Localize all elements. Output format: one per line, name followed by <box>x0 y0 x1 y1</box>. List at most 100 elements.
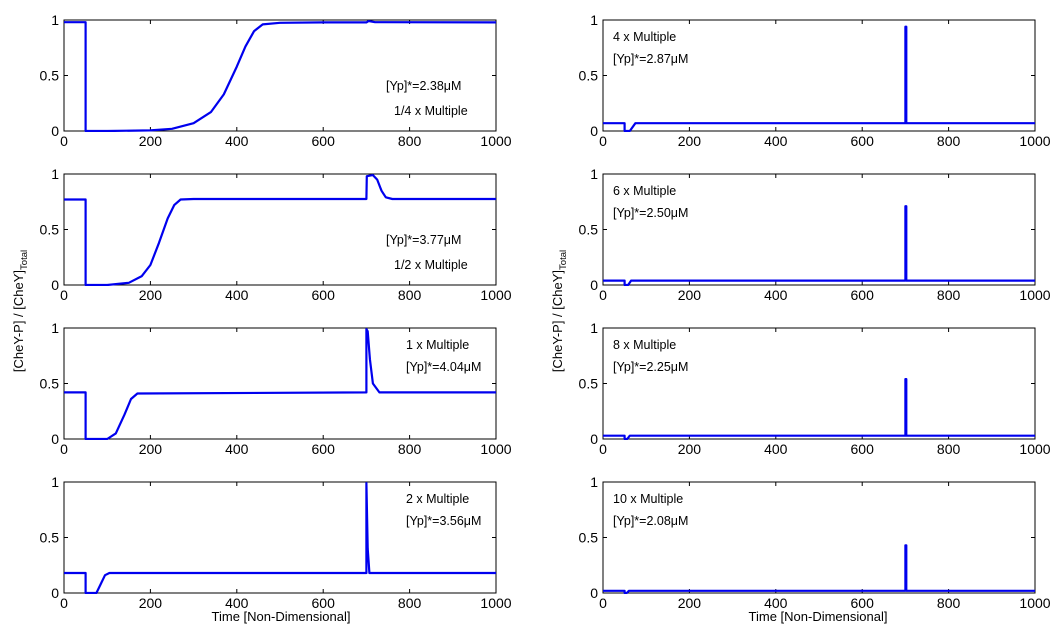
x-tick-label: 400 <box>225 287 249 303</box>
x-tick-label: 1000 <box>480 441 511 457</box>
series-line <box>603 25 1035 132</box>
plot-frame <box>602 481 1036 594</box>
x-tick-label: 200 <box>139 133 163 149</box>
series-line <box>603 378 1035 440</box>
yp-annotation: [Yp]*=2.08μM <box>613 514 688 528</box>
x-tick-label: 600 <box>312 287 336 303</box>
x-tick-label: 600 <box>312 133 336 149</box>
subplot-1: 0 200 400 600 800 1000 0 0.5 1 [Yp]*=2.38μM 1/4 x … <box>40 12 512 149</box>
x-tick-label: 800 <box>937 441 961 457</box>
series-line <box>64 174 496 286</box>
x-tick-label: 400 <box>764 287 788 303</box>
y-tick-label: 0 <box>51 123 59 139</box>
x-tick-label: 200 <box>139 441 163 457</box>
x-tick-label: 0 <box>599 133 607 149</box>
x-tick-label: 400 <box>764 441 788 457</box>
y-tick-label: 0 <box>51 585 59 601</box>
x-tick-label: 800 <box>937 595 961 611</box>
yp-annotation: [Yp]*=2.87μM <box>613 52 688 66</box>
subplot-4: 0 200 400 600 800 1000 0 0.5 1 6 x Multiple [Yp]*=… <box>579 166 1050 303</box>
yp-annotation: [Yp]*=4.04μM <box>406 360 481 374</box>
x-tick-label: 600 <box>312 595 336 611</box>
x-tick-label: 800 <box>937 287 961 303</box>
y-tick-label: 0.5 <box>40 376 60 392</box>
x-tick-label: 400 <box>225 133 249 149</box>
x-tick-label: 0 <box>599 595 607 611</box>
subplot-5: 0 200 400 600 800 1000 0 0.5 1 1 x Multiple [Yp]*=… <box>40 320 512 457</box>
x-tick-label: 1000 <box>480 287 511 303</box>
yp-annotation: [Yp]*=2.50μM <box>613 206 688 220</box>
x-tick-label: 400 <box>764 595 788 611</box>
x-tick-label: 600 <box>851 133 875 149</box>
x-tick-label: 800 <box>398 441 422 457</box>
multiple-annotation: 1 x Multiple <box>406 338 469 352</box>
multiple-annotation: 4 x Multiple <box>613 30 676 44</box>
x-tick-label: 1000 <box>1019 441 1050 457</box>
y-tick-label: 0.5 <box>579 530 599 546</box>
x-tick-label: 1000 <box>480 133 511 149</box>
multiple-annotation: 8 x Multiple <box>613 338 676 352</box>
y-tick-label: 1 <box>51 320 59 336</box>
x-tick-label: 200 <box>678 595 702 611</box>
x-tick-label: 0 <box>599 287 607 303</box>
y-tick-label: 0 <box>590 431 598 447</box>
plot-frame <box>602 327 1036 440</box>
subplot-8: 0 200 400 600 800 1000 0 0.5 1 10 x Multiple [Yp]*… <box>579 474 1050 611</box>
x-tick-label: 0 <box>60 441 68 457</box>
x-tick-label: 1000 <box>1019 595 1050 611</box>
subplot-7: 0 200 400 600 800 1000 0 0.5 1 2 x Multiple [Yp]*=… <box>40 474 512 611</box>
x-tick-label: 0 <box>60 287 68 303</box>
x-tick-label: 800 <box>937 133 961 149</box>
x-tick-label: 0 <box>599 441 607 457</box>
y-tick-label: 0.5 <box>40 530 60 546</box>
x-tick-label: 400 <box>225 441 249 457</box>
plot-frame <box>63 173 497 286</box>
series-line <box>603 544 1035 594</box>
y-tick-label: 1 <box>51 474 59 490</box>
series-line <box>64 20 496 132</box>
x-tick-label: 1000 <box>1019 133 1050 149</box>
multiple-annotation: 1/4 x Multiple <box>394 104 468 118</box>
x-axis-label-right: Time [Non-Dimensional] <box>749 609 888 624</box>
x-tick-label: 800 <box>398 133 422 149</box>
x-tick-label: 200 <box>678 287 702 303</box>
y-tick-label: 0.5 <box>40 222 60 238</box>
yp-annotation: [Yp]*=2.38μM <box>386 79 461 93</box>
x-tick-label: 1000 <box>1019 287 1050 303</box>
x-tick-label: 200 <box>678 133 702 149</box>
y-tick-label: 1 <box>51 166 59 182</box>
x-tick-label: 400 <box>225 595 249 611</box>
y-tick-label: 0 <box>590 123 598 139</box>
yp-annotation: [Yp]*=3.77μM <box>386 233 461 247</box>
y-tick-label: 0.5 <box>579 222 599 238</box>
plot-frame <box>602 19 1036 132</box>
series-line <box>64 328 496 440</box>
y-tick-label: 0 <box>51 431 59 447</box>
subplot-3: 0 200 400 600 800 1000 0 0.5 1 [Yp]*=3.77μM 1/2 x … <box>40 166 512 303</box>
y-tick-label: 0.5 <box>579 376 599 392</box>
x-tick-label: 200 <box>678 441 702 457</box>
x-tick-label: 600 <box>312 441 336 457</box>
y-tick-label: 0 <box>590 585 598 601</box>
x-tick-label: 0 <box>60 133 68 149</box>
x-tick-label: 200 <box>139 287 163 303</box>
subplot-6: 0 200 400 600 800 1000 0 0.5 1 8 x Multiple [Yp]*=… <box>579 320 1050 457</box>
x-tick-label: 0 <box>60 595 68 611</box>
plot-frame <box>63 327 497 440</box>
y-tick-label: 1 <box>590 320 598 336</box>
x-tick-label: 200 <box>139 595 163 611</box>
y-tick-label: 0 <box>51 277 59 293</box>
x-tick-label: 600 <box>851 287 875 303</box>
x-tick-label: 400 <box>764 133 788 149</box>
y-tick-label: 1 <box>590 12 598 28</box>
x-tick-label: 800 <box>398 595 422 611</box>
subplot-2: 0 200 400 600 800 1000 0 0.5 1 4 x Multiple [Yp]*=… <box>579 12 1050 149</box>
y-tick-label: 1 <box>590 474 598 490</box>
x-tick-label: 1000 <box>480 595 511 611</box>
y-tick-label: 1 <box>590 166 598 182</box>
x-tick-label: 600 <box>851 441 875 457</box>
y-axis-label-left: [CheY-P] / [CheY]Total <box>11 250 30 372</box>
series-line <box>603 205 1035 286</box>
x-tick-label: 600 <box>851 595 875 611</box>
